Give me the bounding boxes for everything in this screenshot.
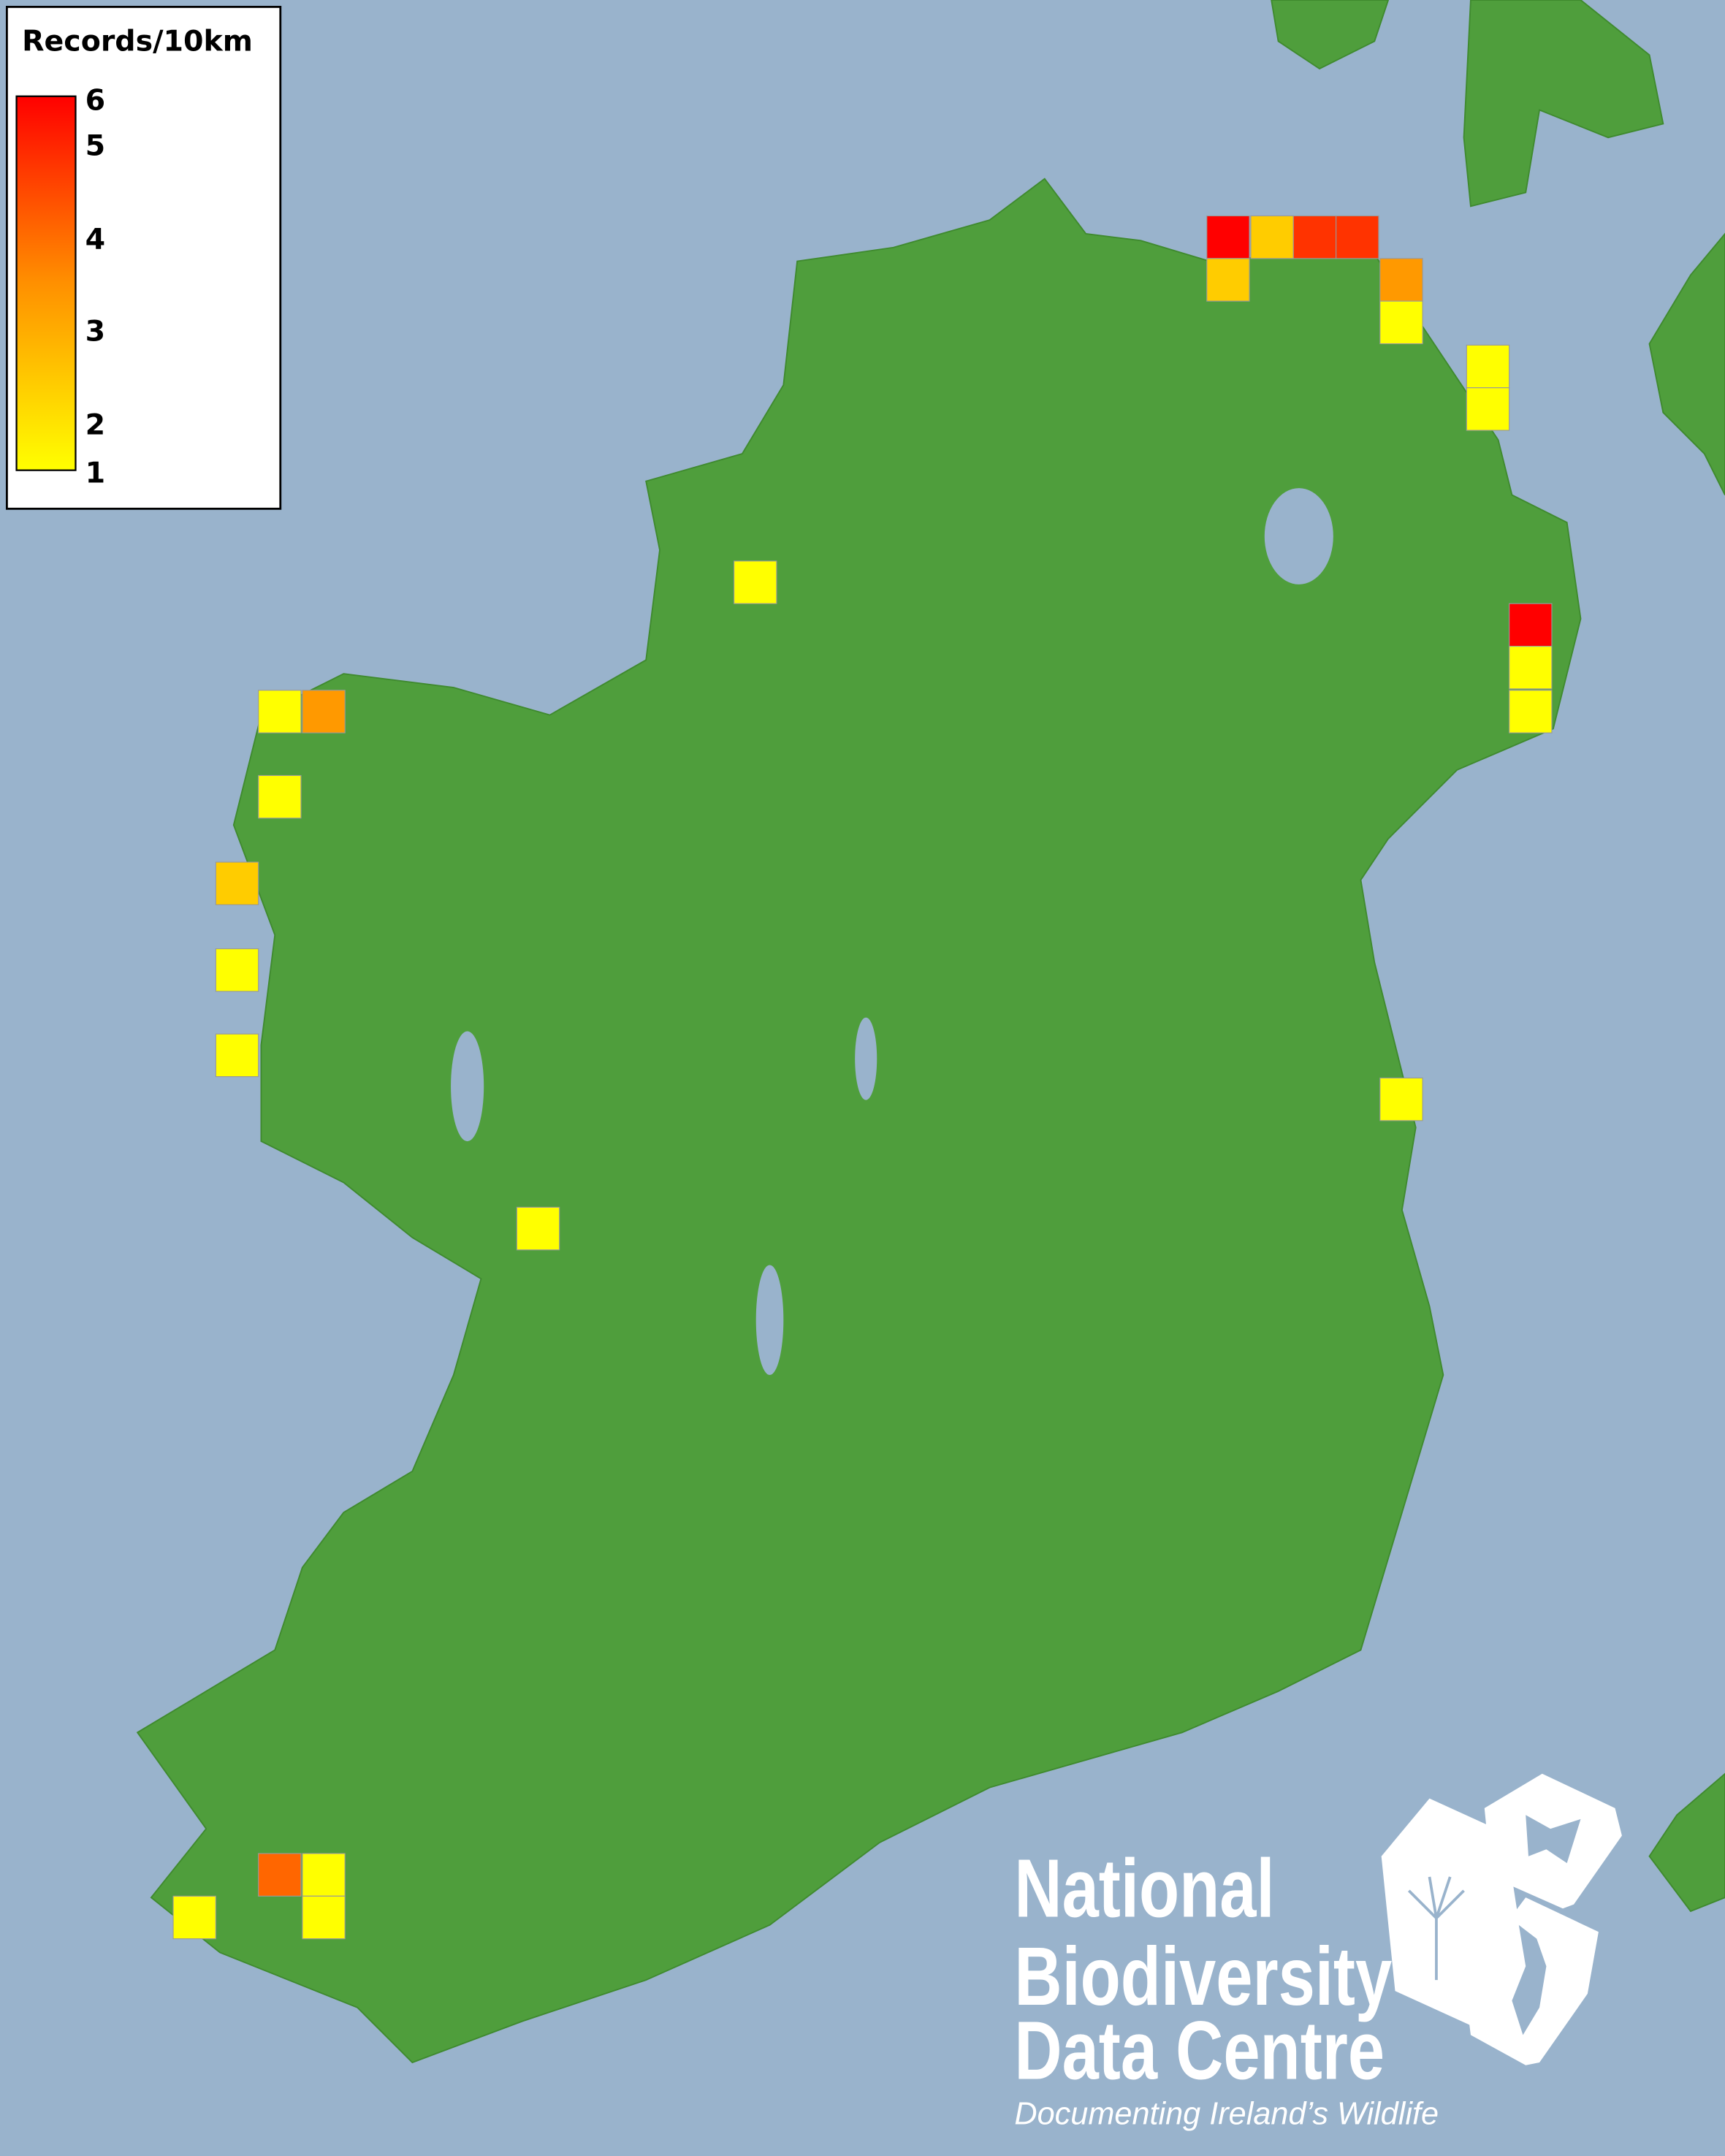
logo-line-1: National [1014,1842,1274,1935]
wales-coast [1648,1772,1725,1913]
ireland-landmass [136,178,1582,2064]
record-cell [1250,215,1294,259]
record-cell [302,690,346,734]
legend-color-bar [15,95,77,471]
record-cell [516,1206,560,1251]
record-cell [1466,344,1510,389]
record-cell [1509,603,1553,647]
record-cell [215,948,259,992]
record-cell [1509,645,1553,690]
record-cell [302,1895,346,1940]
record-cells [172,215,1553,1940]
record-cell [258,774,302,819]
logo-line-3: Data Centre [1014,2004,1385,2097]
legend-tick-label: 5 [85,129,105,163]
lough-derg [755,1265,784,1376]
land [136,0,1725,2064]
scotland-island-1 [1271,0,1390,70]
scotland-island-2 [1463,0,1664,207]
record-cell [1509,690,1553,734]
legend-tick-label: 4 [85,223,105,256]
butterfly-icon [1526,1815,1581,1864]
nbdc-logo: National Biodiversity Data Centre Docume… [1014,1773,1622,2132]
lough-neagh [1264,488,1333,584]
logo-line-2: Biodiversity [1014,1930,1392,2022]
record-cell [1206,258,1250,302]
record-cell [1379,258,1423,302]
record-cell [302,1853,346,1897]
legend-title: Records/10km [22,25,253,58]
record-cell [734,560,777,604]
legend-tick-label: 2 [85,408,105,442]
record-cell [258,690,302,734]
record-cell [1292,215,1337,259]
lough-ree [855,1017,877,1100]
legend-tick-label: 1 [85,457,105,490]
legend-tick-label: 6 [85,84,105,118]
record-cell [215,861,259,905]
record-cell [258,1853,302,1897]
legend-tick-label: 3 [85,315,105,348]
record-cell [215,1033,259,1078]
plant-icon [1407,1876,1465,1981]
seahorse-icon [1512,1924,1547,2035]
record-cell [172,1895,216,1940]
record-cell [1206,215,1250,259]
record-cell [1379,300,1423,345]
legend: Records/10km 6 5 4 3 2 1 [5,5,282,510]
lough-corrib [451,1031,484,1142]
record-cell [1466,387,1510,431]
record-cell [1336,215,1379,259]
logo-tagline: Documenting Ireland’s Wildlife [1014,2097,1439,2132]
record-cell [1379,1077,1423,1121]
scotland-coast [1648,232,1725,495]
